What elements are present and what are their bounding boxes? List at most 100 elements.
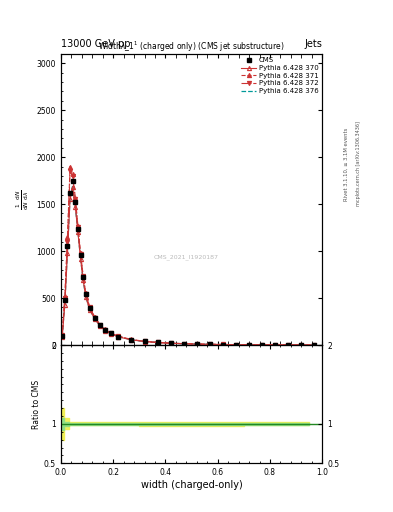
Pythia 6.428 371	[60, 332, 64, 338]
Pythia 6.428 372	[260, 342, 264, 348]
Pythia 6.428 371	[195, 341, 199, 347]
Pythia 6.428 370	[81, 277, 86, 283]
Pythia 6.428 371	[247, 342, 252, 348]
Pythia 6.428 376	[78, 255, 83, 261]
Pythia 6.428 372	[116, 333, 121, 339]
Pythia 6.428 376	[129, 337, 134, 343]
Pythia 6.428 376	[286, 342, 291, 348]
Pythia 6.428 371	[78, 250, 83, 256]
Pythia 6.428 370	[195, 341, 199, 347]
Y-axis label: Ratio to CMS: Ratio to CMS	[32, 379, 41, 429]
CMS	[62, 297, 67, 303]
CMS	[195, 341, 199, 347]
CMS	[92, 315, 97, 322]
Pythia 6.428 376	[168, 340, 173, 346]
X-axis label: width (charged-only): width (charged-only)	[141, 480, 242, 490]
Pythia 6.428 376	[83, 293, 88, 300]
Pythia 6.428 372	[220, 342, 225, 348]
Pythia 6.428 372	[208, 341, 212, 347]
Pythia 6.428 376	[312, 342, 317, 348]
Pythia 6.428 370	[299, 342, 304, 348]
Pythia 6.428 376	[260, 342, 264, 348]
Pythia 6.428 376	[103, 327, 108, 333]
Pythia 6.428 370	[68, 196, 72, 202]
Legend: CMS, Pythia 6.428 370, Pythia 6.428 371, Pythia 6.428 372, Pythia 6.428 376: CMS, Pythia 6.428 370, Pythia 6.428 371,…	[240, 56, 320, 96]
Pythia 6.428 370	[87, 307, 92, 313]
Line: Pythia 6.428 370: Pythia 6.428 370	[60, 185, 316, 347]
Pythia 6.428 371	[286, 342, 291, 348]
Pythia 6.428 372	[247, 342, 252, 348]
Pythia 6.428 371	[260, 342, 264, 348]
Pythia 6.428 372	[312, 342, 317, 348]
Title: Width$\lambda\_1^1$ (charged only) (CMS jet substructure): Width$\lambda\_1^1$ (charged only) (CMS …	[98, 39, 285, 54]
Line: Pythia 6.428 372: Pythia 6.428 372	[60, 169, 316, 347]
Text: Rivet 3.1.10, ≥ 3.1M events: Rivet 3.1.10, ≥ 3.1M events	[344, 127, 349, 201]
CMS	[286, 342, 291, 348]
Pythia 6.428 372	[81, 273, 86, 280]
Pythia 6.428 376	[299, 342, 304, 348]
CMS	[108, 330, 113, 336]
Pythia 6.428 370	[142, 338, 147, 345]
Pythia 6.428 370	[155, 339, 160, 346]
Pythia 6.428 376	[155, 339, 160, 346]
CMS	[81, 274, 86, 281]
CMS	[182, 340, 186, 347]
Pythia 6.428 376	[60, 333, 64, 339]
Pythia 6.428 372	[73, 196, 78, 202]
Pythia 6.428 370	[70, 184, 75, 190]
Y-axis label: $\frac{1}{\mathrm{d}N}\,\frac{\mathrm{d}N}{\mathrm{d}\lambda}$: $\frac{1}{\mathrm{d}N}\,\frac{\mathrm{d}…	[15, 189, 31, 210]
Pythia 6.428 372	[129, 336, 134, 343]
CMS	[312, 342, 317, 348]
CMS	[73, 199, 78, 205]
CMS	[260, 342, 264, 348]
Pythia 6.428 370	[168, 340, 173, 347]
Pythia 6.428 376	[70, 182, 75, 188]
Pythia 6.428 376	[92, 316, 97, 322]
Pythia 6.428 371	[108, 330, 113, 336]
Pythia 6.428 371	[168, 340, 173, 346]
Pythia 6.428 372	[78, 251, 83, 258]
Pythia 6.428 370	[182, 341, 186, 347]
Pythia 6.428 376	[234, 342, 239, 348]
Pythia 6.428 376	[62, 300, 67, 306]
CMS	[103, 327, 108, 333]
Pythia 6.428 371	[273, 342, 277, 348]
CMS	[98, 322, 103, 328]
Pythia 6.428 372	[142, 338, 147, 345]
Pythia 6.428 372	[182, 340, 186, 347]
Pythia 6.428 370	[83, 293, 88, 300]
Pythia 6.428 376	[75, 229, 80, 235]
Pythia 6.428 370	[92, 316, 97, 322]
Line: CMS: CMS	[61, 179, 316, 347]
Pythia 6.428 372	[62, 295, 67, 301]
CMS	[116, 333, 121, 339]
Pythia 6.428 370	[312, 342, 317, 348]
Pythia 6.428 371	[312, 342, 317, 348]
CMS	[68, 190, 72, 196]
Pythia 6.428 376	[65, 248, 70, 254]
Pythia 6.428 372	[273, 342, 277, 348]
Pythia 6.428 370	[208, 342, 212, 348]
Pythia 6.428 376	[208, 342, 212, 348]
Pythia 6.428 371	[87, 304, 92, 310]
Pythia 6.428 372	[155, 339, 160, 346]
CMS	[299, 342, 304, 348]
Pythia 6.428 371	[103, 326, 108, 332]
CMS	[155, 339, 160, 346]
Pythia 6.428 371	[116, 333, 121, 339]
CMS	[220, 342, 225, 348]
Pythia 6.428 372	[68, 168, 72, 174]
Pythia 6.428 372	[83, 290, 88, 296]
CMS	[70, 178, 75, 184]
Pythia 6.428 371	[220, 342, 225, 348]
Pythia 6.428 370	[273, 342, 277, 348]
Pythia 6.428 372	[92, 314, 97, 321]
Text: CMS_2021_I1920187: CMS_2021_I1920187	[154, 255, 219, 261]
Pythia 6.428 371	[98, 322, 103, 328]
Pythia 6.428 370	[62, 302, 67, 308]
Pythia 6.428 370	[98, 323, 103, 329]
CMS	[168, 340, 173, 346]
Pythia 6.428 370	[60, 333, 64, 339]
Pythia 6.428 371	[182, 340, 186, 347]
Text: mcplots.cern.ch [arXiv:1306.3436]: mcplots.cern.ch [arXiv:1306.3436]	[356, 121, 361, 206]
